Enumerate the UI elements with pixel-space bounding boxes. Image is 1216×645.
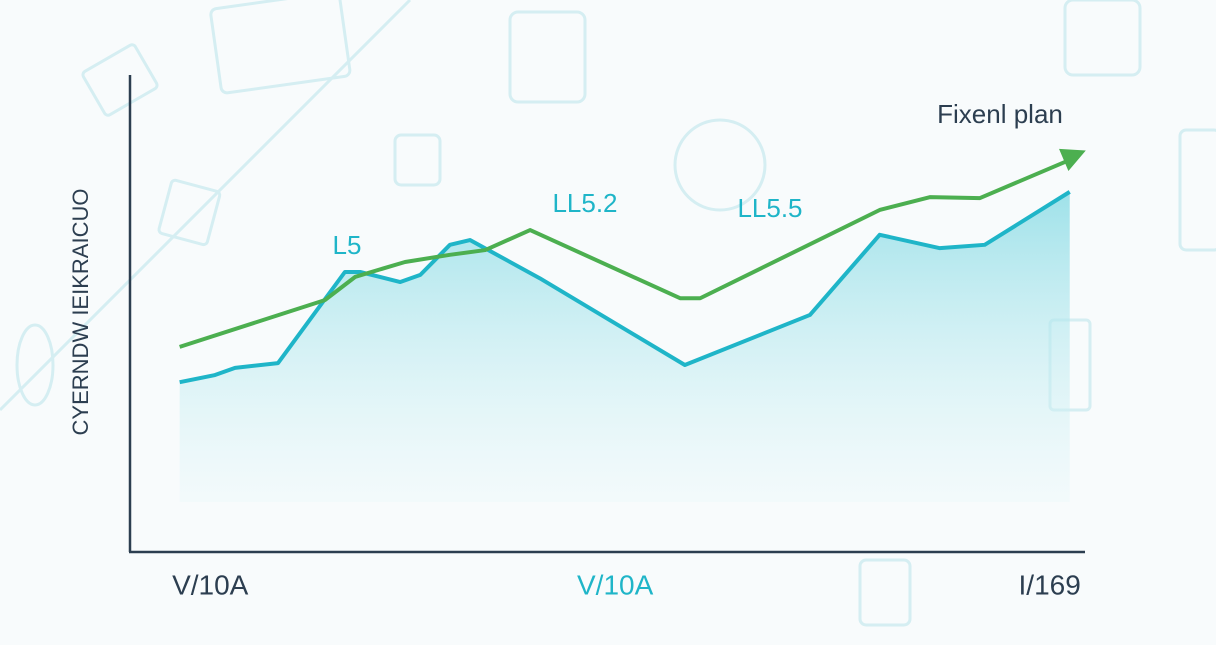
line (179, 158, 1071, 349)
annotation: LL5.2 (552, 188, 617, 218)
background-decor (0, 0, 1216, 627)
area (179, 191, 1070, 503)
y-axis-label: CYERNDW IEIKRAICUO (68, 189, 93, 436)
x-tick-label: V/10A (172, 569, 249, 600)
arrow-head (1059, 148, 1086, 171)
x-tick-label: I/169 (1019, 569, 1081, 600)
series-label: Fixenl plan (937, 99, 1063, 129)
annotation: LL5.5 (737, 193, 802, 223)
annotation: L5 (333, 230, 362, 260)
x-tick-label: V/10A (577, 569, 654, 600)
line (179, 190, 1071, 385)
